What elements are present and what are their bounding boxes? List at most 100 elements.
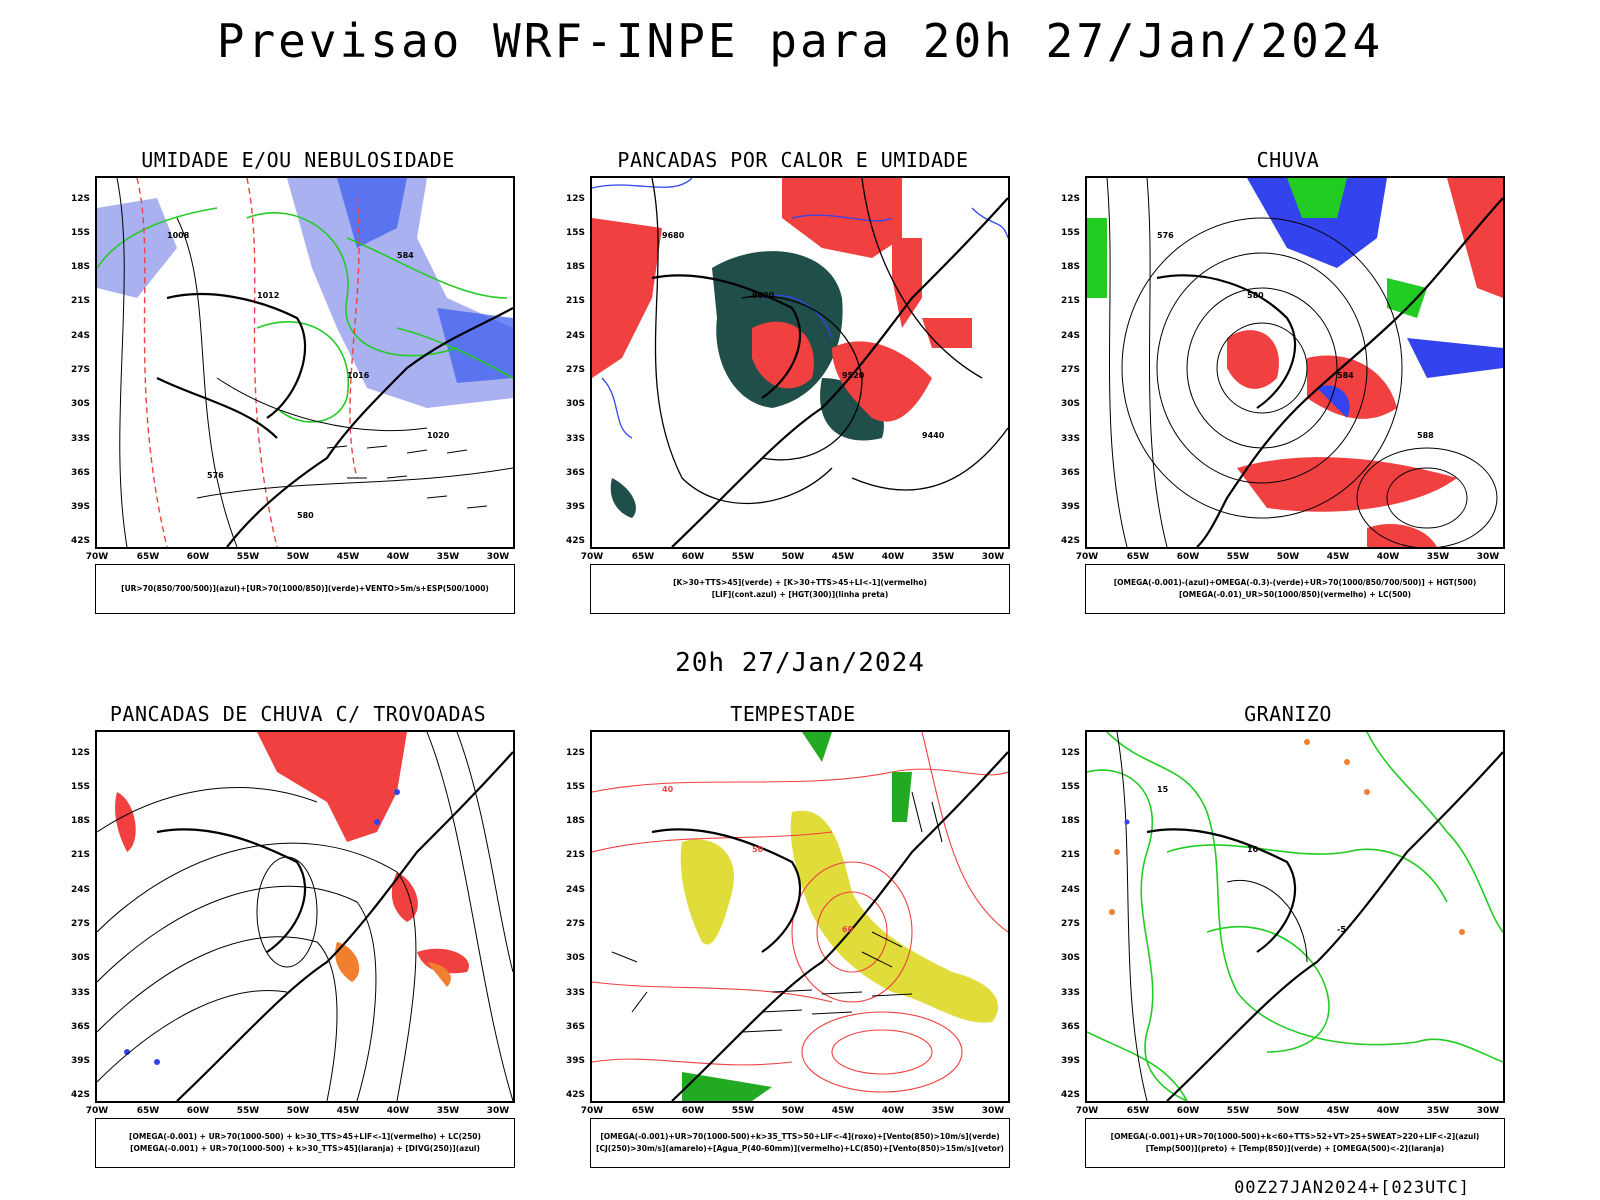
lat-tick: 12S — [70, 748, 90, 758]
lat-tick: 42S — [565, 1090, 585, 1100]
layer-orange-convection — [335, 942, 451, 987]
map-pancadas-calor: 9680 9600 9520 9440 — [592, 178, 1008, 547]
lon-tick: 50W — [1276, 1106, 1300, 1116]
layer-hgt300 — [651, 178, 1008, 505]
panel-legend: [OMEGA(-0.001)+UR>70(1000-500)+k>35_TTS>… — [590, 1118, 1010, 1168]
lat-tick: 33S — [565, 988, 585, 998]
lon-tick: 45W — [336, 1106, 360, 1116]
panel-chuva: CHUVA — [1048, 148, 1528, 628]
lat-tick: 27S — [565, 365, 585, 375]
legend-line: [OMEGA(-0.001)+UR>70(1000-500)+k>35_TTS>… — [600, 1132, 1000, 1141]
legend-line: [K>30+TTS>45](verde) + [K>30+TTS>45+LI<-… — [673, 578, 927, 587]
lat-tick: 15S — [70, 782, 90, 792]
lon-tick: 45W — [831, 552, 855, 562]
lat-tick: 39S — [565, 1056, 585, 1066]
lat-tick: 15S — [565, 782, 585, 792]
lat-tick: 27S — [1060, 365, 1080, 375]
layer-coastline — [1156, 197, 1503, 547]
legend-line: [Temp(500)](preto) + [Temp(850)](verde) … — [1145, 1144, 1445, 1153]
lat-tick: 21S — [70, 296, 90, 306]
layer-green-temp850 — [1087, 732, 1503, 1101]
layer-green-omega — [1087, 178, 1427, 318]
lon-tick: 50W — [286, 552, 310, 562]
lon-tick: 50W — [781, 1106, 805, 1116]
lon-tick: 70W — [85, 552, 109, 562]
lon-tick: 40W — [881, 552, 905, 562]
lat-tick: 12S — [565, 748, 585, 758]
contour-label: 576 — [1157, 231, 1174, 240]
layer-blue-lif — [592, 178, 1008, 439]
lat-tick: 24S — [1060, 331, 1080, 341]
lon-tick: 60W — [681, 552, 705, 562]
layer-wind-vectors — [611, 791, 943, 1033]
panel-pancadas-trovoadas: PANCADAS DE CHUVA C/ TROVOADAS — [58, 702, 538, 1182]
layer-coastline — [156, 292, 513, 547]
lat-tick: 12S — [1060, 748, 1080, 758]
lon-tick: 60W — [681, 1106, 705, 1116]
lon-tick: 55W — [731, 552, 755, 562]
map-frame: 15 10 -5 — [1085, 730, 1505, 1103]
lon-tick: 65W — [631, 1106, 655, 1116]
lat-tick: 15S — [1060, 782, 1080, 792]
contour-label: 1016 — [347, 371, 370, 380]
lat-tick: 39S — [565, 502, 585, 512]
lon-tick: 55W — [236, 1106, 260, 1116]
contour-label: 580 — [1247, 291, 1264, 300]
contour-label: -5 — [1337, 925, 1346, 934]
panel-granizo: GRANIZO — [1048, 702, 1528, 1182]
layer-orange-omega — [1109, 739, 1465, 935]
lon-tick: 50W — [286, 1106, 310, 1116]
layer-coastline — [651, 751, 1008, 1101]
lat-tick: 39S — [1060, 1056, 1080, 1066]
lat-tick: 12S — [70, 194, 90, 204]
layer-blue-dark — [337, 178, 513, 383]
lat-tick: 30S — [1060, 953, 1080, 963]
lat-tick: 27S — [70, 919, 90, 929]
layer-green-contours — [97, 207, 513, 423]
lat-tick: 24S — [565, 331, 585, 341]
lon-tick: 30W — [981, 1106, 1005, 1116]
layer-red-li — [592, 178, 972, 422]
lon-tick: 65W — [1126, 1106, 1150, 1116]
panel-title: PANCADAS POR CALOR E UMIDADE — [617, 148, 969, 172]
lat-tick: 18S — [1060, 262, 1080, 272]
lon-tick: 55W — [1226, 552, 1250, 562]
panel-tempestade: TEMPESTADE — [553, 702, 1033, 1182]
layer-blue-humidity — [97, 178, 513, 408]
lon-tick: 40W — [881, 1106, 905, 1116]
lat-tick: 24S — [1060, 885, 1080, 895]
layer-coastline — [651, 197, 1008, 547]
legend-line: [OMEGA(-0.001) + UR>70(1000-500) + k>30_… — [129, 1132, 481, 1141]
contour-label: 1008 — [167, 231, 190, 240]
lat-tick: 12S — [1060, 194, 1080, 204]
contour-label: 10 — [1247, 845, 1259, 854]
lon-tick: 65W — [136, 552, 160, 562]
contour-label: 15 — [1157, 785, 1169, 794]
lat-tick: 42S — [70, 1090, 90, 1100]
lat-tick: 39S — [1060, 502, 1080, 512]
lat-tick: 36S — [565, 1022, 585, 1032]
lat-tick: 30S — [565, 953, 585, 963]
lat-tick: 39S — [70, 502, 90, 512]
map-chuva: 576 580 584 588 — [1087, 178, 1503, 547]
lon-tick: 60W — [1176, 552, 1200, 562]
lat-tick: 21S — [565, 850, 585, 860]
contour-label: 1020 — [427, 431, 450, 440]
lat-tick: 30S — [70, 399, 90, 409]
lon-tick: 70W — [1075, 552, 1099, 562]
contour-label: 9520 — [842, 371, 865, 380]
lon-tick: 40W — [386, 1106, 410, 1116]
contour-label: 1012 — [257, 291, 279, 300]
map-frame: 1008 1012 1016 1020 576 580 584 — [95, 176, 515, 549]
lon-tick: 70W — [1075, 1106, 1099, 1116]
layer-black-isobars — [116, 178, 513, 547]
map-umidade: 1008 1012 1016 1020 576 580 584 — [97, 178, 513, 547]
lon-tick: 40W — [386, 552, 410, 562]
lat-tick: 36S — [70, 1022, 90, 1032]
lon-tick: 65W — [1126, 552, 1150, 562]
contour-label: 50 — [752, 845, 764, 854]
lat-tick: 33S — [565, 434, 585, 444]
lon-tick: 30W — [486, 1106, 510, 1116]
lat-tick: 33S — [70, 434, 90, 444]
layer-streamlines — [97, 732, 513, 1101]
